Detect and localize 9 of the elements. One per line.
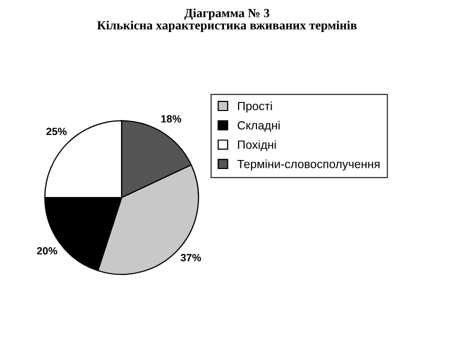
legend-label: Складні [238,120,280,132]
legend-label: Прості [238,102,272,113]
data-label: 37% [180,254,201,262]
legend-label: Терміни-словосполучення [237,160,380,171]
legend-label: Похідні [238,140,276,152]
chart-title: Діаграмма № 3 Кількісна характеристика вживаних термінів [97,8,357,32]
data-label: 18% [161,115,182,122]
data-label: 25% [46,128,67,136]
data-label: 20% [37,247,58,255]
